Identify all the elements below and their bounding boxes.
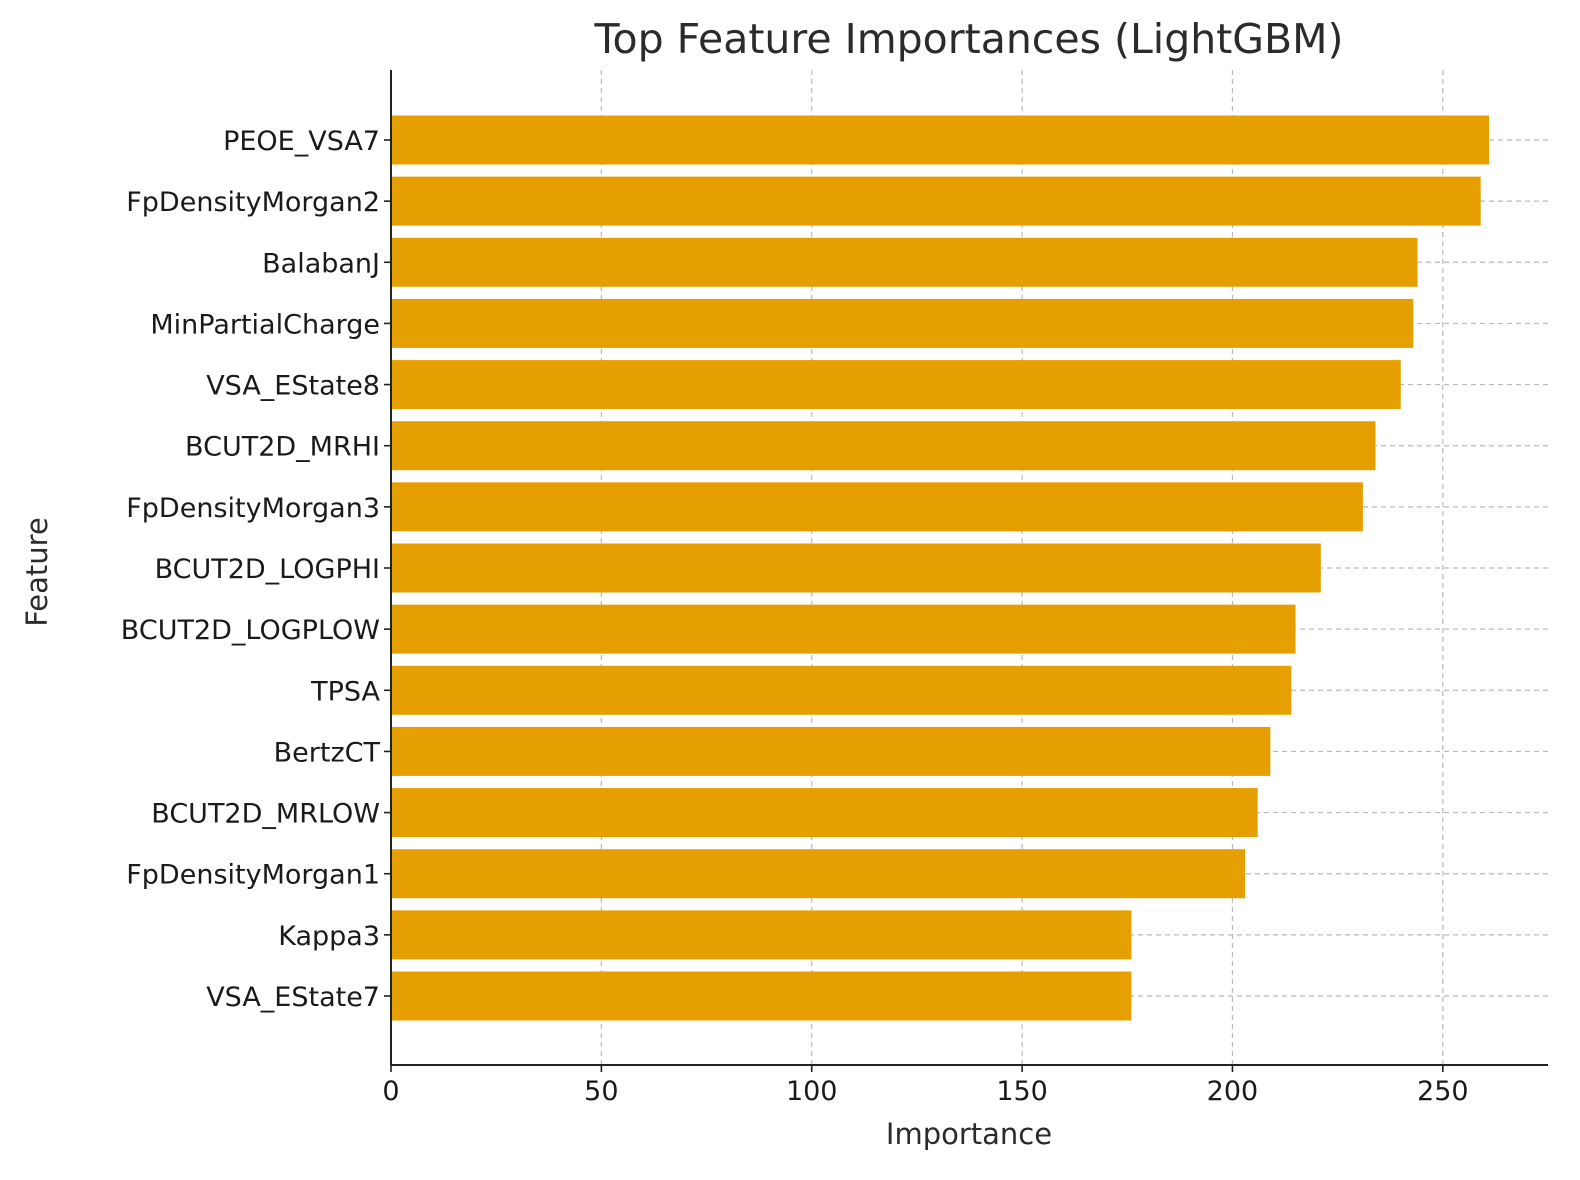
x-tick-label: 250: [1417, 1076, 1469, 1107]
y-tick-label: BertzCT: [274, 737, 381, 768]
bar-bcut2d-mrhi: [391, 421, 1376, 471]
bar-bcut2d-logplow: [391, 604, 1296, 654]
bar-vsa-estate7: [391, 971, 1132, 1021]
y-tick-label: Kappa3: [278, 921, 380, 952]
bar-minpartialcharge: [391, 298, 1414, 348]
x-tick-label: 100: [786, 1076, 838, 1107]
x-tick-label: 200: [1207, 1076, 1259, 1107]
bar-kappa3: [391, 910, 1132, 960]
y-tick-label: PEOE_VSA7: [223, 126, 380, 157]
x-tick-label: 50: [584, 1076, 618, 1107]
chart-title: Top Feature Importances (LightGBM): [593, 15, 1343, 63]
bar-bcut2d-logphi: [391, 543, 1321, 593]
y-tick-label: BCUT2D_LOGPHI: [155, 554, 380, 585]
y-axis-title: Feature: [20, 517, 54, 627]
bar-bertzct: [391, 726, 1271, 776]
bar-vsa-estate8: [391, 360, 1401, 410]
y-tick-label: FpDensityMorgan1: [126, 860, 380, 891]
bar-fpdensitymorgan2: [391, 176, 1481, 226]
y-tick-label: BalabanJ: [262, 248, 380, 279]
x-axis-title: Importance: [886, 1117, 1052, 1151]
y-tick-label: BCUT2D_MRHI: [185, 432, 380, 463]
y-tick-label: VSA_EState7: [206, 982, 380, 1013]
y-tick-label: FpDensityMorgan2: [126, 187, 380, 218]
y-tick-label: FpDensityMorgan3: [126, 493, 380, 524]
bar-fpdensitymorgan1: [391, 849, 1246, 899]
y-tick-label: BCUT2D_LOGPLOW: [121, 615, 380, 646]
bar-balabanj: [391, 237, 1418, 287]
y-tick-label: MinPartialCharge: [150, 309, 380, 340]
y-tick-label: VSA_EState8: [206, 371, 380, 402]
bar-bcut2d-mrlow: [391, 788, 1258, 838]
bar-peoe-vsa7: [391, 115, 1490, 165]
y-tick-label: BCUT2D_MRLOW: [151, 799, 380, 830]
bar-layer: [391, 115, 1490, 1021]
x-tick-label: 150: [996, 1076, 1048, 1107]
bar-fpdensitymorgan3: [391, 482, 1363, 532]
y-tick-label: TPSA: [310, 676, 380, 707]
bar-tpsa: [391, 665, 1292, 715]
axis-layer: 0 50 100 150 200 250 PEOE_VSA7 FpDensityMorgan2…: [121, 70, 1548, 1107]
x-tick-label: 0: [382, 1076, 399, 1107]
